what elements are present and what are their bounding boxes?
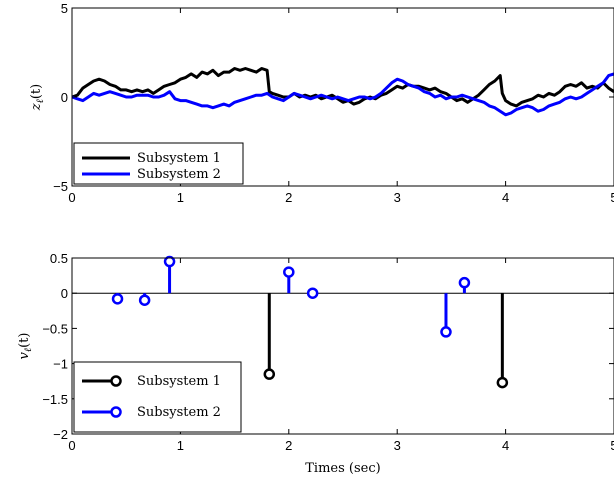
bottom-stem-marker-series-2 <box>306 287 319 299</box>
bottom-stem-marker-series-2 <box>111 293 124 305</box>
bottom-xtick-label: 1 <box>177 438 184 453</box>
top-legend-box <box>73 142 244 185</box>
top-ylabel-sub: ℓ <box>35 99 46 103</box>
bottom-stem-marker-series-2 <box>283 266 295 278</box>
bottom-ytick-label: −1 <box>53 357 68 372</box>
bottom-subplot: 0 1 2 3 4 5 −2 −1.5 −1 −0.5 0 0.5 vℓ(t) Times (sec)… <box>17 251 614 476</box>
bottom-stem-marker-series-2 <box>440 326 452 338</box>
top-series-line-2 <box>71 72 614 117</box>
top-ylabel-arg: (t) <box>29 84 44 99</box>
bottom-stem-marker-series-1 <box>496 376 509 389</box>
bottom-xlabel: Times (sec) <box>305 461 380 476</box>
bottom-stem-marker-series-1 <box>263 368 276 380</box>
bottom-legend-label-subsystem-2: Subsystem 2 <box>137 405 221 420</box>
bottom-stem-marker-series-2 <box>458 276 471 289</box>
bottom-ytick-label: −1.5 <box>42 392 68 407</box>
bottom-ylabel-main: v <box>17 351 32 359</box>
bottom-legend: Subsystem 1 Subsystem 2 <box>73 361 242 433</box>
bottom-ylabel: vℓ(t) <box>17 333 34 360</box>
top-ylabel-main: z <box>29 103 44 111</box>
top-series-line-1 <box>71 67 614 108</box>
top-legend: Subsystem 1 Subsystem 2 <box>73 142 244 185</box>
top-legend-label-subsystem-2: Subsystem 2 <box>137 167 221 182</box>
top-ylabel: zℓ(t) <box>29 84 46 111</box>
top-series-group <box>71 67 614 117</box>
bottom-xtick-label: 4 <box>502 438 509 453</box>
top-ytick-label: 5 <box>61 1 68 16</box>
bottom-ytick-label: 0 <box>61 286 68 301</box>
bottom-ticks: 0 1 2 3 4 5 −2 −1.5 −1 −0.5 0 0.5 <box>42 251 614 453</box>
bottom-ylabel-arg: (t) <box>17 333 32 348</box>
bottom-legend-marker-subsystem-2 <box>110 406 122 418</box>
top-xtick-label: 0 <box>68 190 75 205</box>
top-ytick-label: 0 <box>61 90 68 105</box>
bottom-ytick-label: −0.5 <box>42 321 68 336</box>
bottom-xtick-label: 2 <box>285 438 292 453</box>
bottom-xtick-label: 3 <box>394 438 401 453</box>
top-subplot: 012345−505 zℓ(t) Subsystem 1 Subsystem 2 <box>29 1 614 205</box>
top-ytick-label: −5 <box>53 179 68 194</box>
bottom-xtick-label: 5 <box>610 438 614 453</box>
bottom-ytick-label: −2 <box>53 427 68 442</box>
bottom-stem-marker-series-2 <box>138 294 151 306</box>
bottom-axes-box <box>71 257 614 435</box>
bottom-series-group <box>72 255 614 389</box>
bottom-ylabel-sub: ℓ <box>23 348 34 352</box>
top-xtick-label: 4 <box>502 190 509 205</box>
bottom-ytick-label: 0.5 <box>50 251 68 266</box>
top-xtick-label: 5 <box>610 190 614 205</box>
top-legend-label-subsystem-1: Subsystem 1 <box>137 151 221 166</box>
bottom-legend-label-subsystem-1: Subsystem 1 <box>137 374 221 389</box>
bottom-legend-box <box>73 361 242 433</box>
top-xtick-label: 1 <box>177 190 184 205</box>
bottom-stem-marker-series-2 <box>163 255 176 268</box>
bottom-xtick-label: 0 <box>68 438 75 453</box>
top-ticks: 012345−505 <box>53 1 614 205</box>
top-xtick-label: 3 <box>394 190 401 205</box>
bottom-legend-marker-subsystem-1 <box>110 375 122 387</box>
top-xtick-label: 2 <box>285 190 292 205</box>
